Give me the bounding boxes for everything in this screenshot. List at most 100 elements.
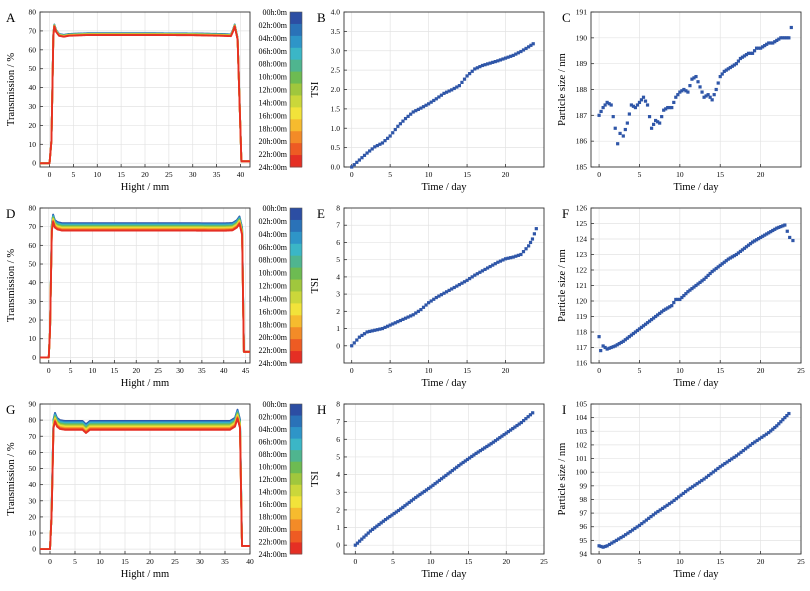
data-point xyxy=(765,232,769,236)
y-tick-label: 119 xyxy=(576,312,587,321)
data-point xyxy=(734,62,738,66)
data-point xyxy=(396,124,400,128)
data-point xyxy=(688,288,692,292)
data-point xyxy=(708,271,712,276)
data-point xyxy=(641,95,646,99)
data-point xyxy=(767,431,771,435)
data-point xyxy=(623,127,627,132)
series-line xyxy=(39,219,251,359)
y-tick-label: 97 xyxy=(580,509,588,518)
data-point xyxy=(528,413,533,417)
data-point xyxy=(641,324,646,328)
data-point xyxy=(688,486,692,490)
data-point xyxy=(684,89,688,93)
colorbar-label: 12h:00m xyxy=(259,86,288,95)
data-point xyxy=(605,100,609,105)
x-axis-label: Time / day xyxy=(421,378,467,389)
data-point xyxy=(392,511,396,516)
y-tick-label: 80 xyxy=(29,204,37,213)
x-tick-label: 10 xyxy=(676,557,684,566)
colorbar-label: 24h:00m xyxy=(259,163,288,172)
data-point xyxy=(489,442,493,446)
data-point xyxy=(710,98,714,102)
data-point xyxy=(714,87,718,92)
data-point xyxy=(762,434,766,438)
y-axis-label: Particle size / nm xyxy=(557,443,568,516)
data-point xyxy=(722,260,726,264)
data-point xyxy=(605,347,609,351)
series-line xyxy=(39,217,251,359)
plot-frame xyxy=(590,403,802,555)
data-point xyxy=(511,426,515,431)
colorbar: 00h:0m 02h:00m 04h:00m 06h:00m 08h:00m 10h:00… xyxy=(259,400,303,559)
data-point xyxy=(613,344,617,348)
y-tick-label: 189 xyxy=(576,59,588,68)
data-point xyxy=(788,235,792,240)
data-point xyxy=(775,424,779,428)
data-point xyxy=(690,287,694,291)
data-point xyxy=(365,151,369,155)
x-tick-label: 10 xyxy=(427,557,435,566)
colorbar-segment xyxy=(290,208,302,221)
colorbar-segment xyxy=(290,404,302,417)
colorbar-segment xyxy=(290,23,302,37)
colorbar-segment xyxy=(290,243,302,257)
series-line xyxy=(40,25,250,165)
panel-e: E 0 5 10 15 20 0 1 2 3 4 5 6 7 8 Time / day TSI xyxy=(310,204,545,389)
y-tick-label: 80 xyxy=(29,416,37,425)
data-point xyxy=(630,528,635,532)
colorbar-segment xyxy=(290,279,302,292)
data-point xyxy=(746,243,751,247)
colorbar-segment xyxy=(290,530,302,543)
colorbar-frame xyxy=(289,207,303,364)
x-tick-label: 15 xyxy=(463,170,471,179)
data-point xyxy=(422,489,426,494)
data-point xyxy=(637,100,642,105)
y-tick-label: 2.5 xyxy=(331,66,341,75)
data-point xyxy=(658,311,662,315)
x-axis-label: Time / day xyxy=(673,182,719,193)
data-point xyxy=(742,246,747,250)
y-tick-label: 1 xyxy=(336,523,340,532)
data-point xyxy=(654,314,658,319)
panel-g: G 0 5 10 15 20 25 30 35 40 0 10 20 30 40 50 60 70 80 90 High… xyxy=(6,400,303,580)
y-axis-label: Transmission / % xyxy=(6,249,17,322)
data-point xyxy=(427,486,431,491)
data-point xyxy=(700,478,704,483)
data-point xyxy=(789,25,793,30)
data-point xyxy=(677,495,681,499)
colorbar-label: 16h:00m xyxy=(259,307,288,316)
data-point xyxy=(521,48,526,52)
data-point xyxy=(660,115,664,119)
y-tick-label: 101 xyxy=(576,454,588,463)
colorbar-label: 02h:00m xyxy=(259,217,288,226)
data-point xyxy=(398,122,403,126)
data-point xyxy=(667,502,672,506)
data-point xyxy=(754,238,759,242)
data-point xyxy=(643,99,648,103)
data-point xyxy=(524,247,528,251)
data-point xyxy=(388,134,392,138)
data-point xyxy=(621,134,625,138)
y-tick-label: 125 xyxy=(576,219,588,228)
colorbar-label: 08h:00m xyxy=(259,256,288,265)
y-tick-label: 20 xyxy=(29,121,37,130)
colorbar: 00h:0m 02h:00m 04h:00m 06h:00m 08h:00m 10h:00… xyxy=(259,204,303,368)
data-point xyxy=(674,95,678,99)
data-point xyxy=(769,230,773,234)
data-point xyxy=(771,228,775,233)
colorbar-segment xyxy=(290,473,302,486)
y-tick-label: 2 xyxy=(336,307,340,316)
data-point xyxy=(763,233,767,237)
data-point xyxy=(640,522,644,526)
data-point xyxy=(498,436,502,440)
data-point xyxy=(528,240,533,245)
data-point xyxy=(783,36,787,40)
x-tick-label: 25 xyxy=(540,557,548,566)
data-point xyxy=(362,332,367,336)
data-point xyxy=(503,56,508,60)
data-point xyxy=(627,335,631,339)
series-line xyxy=(39,219,251,359)
data-point xyxy=(763,43,767,48)
panel-letter: C xyxy=(562,10,571,25)
